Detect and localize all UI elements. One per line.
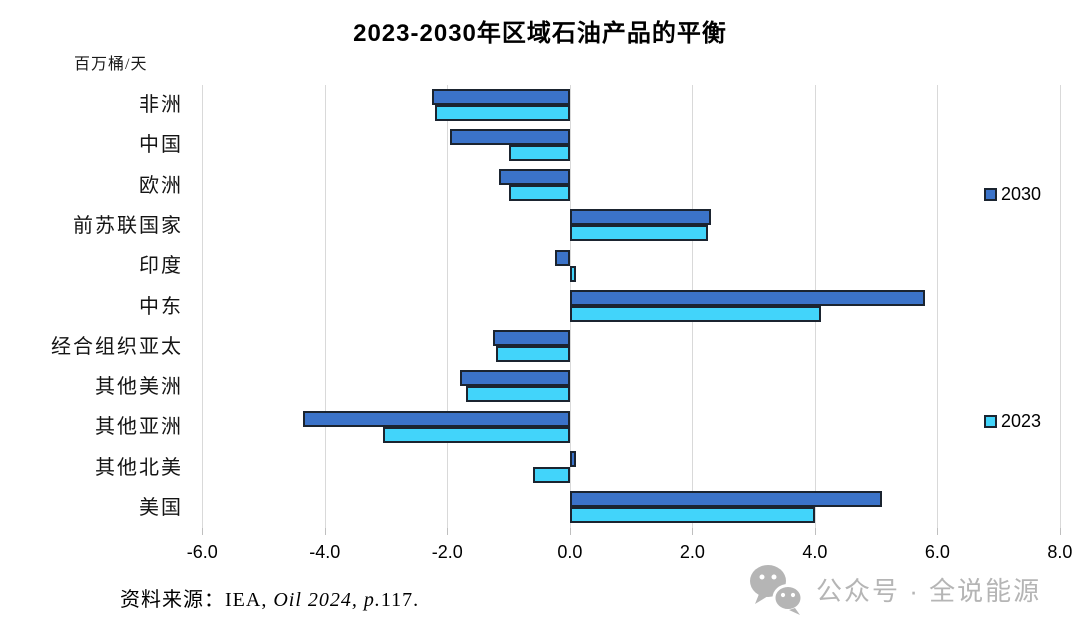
x-tick-label: -4.0	[309, 542, 341, 562]
bar-2023	[496, 346, 570, 363]
source-page: 117.	[380, 589, 420, 611]
gridline-x-4	[324, 85, 326, 528]
tickmark-x-2	[447, 528, 449, 535]
x-tick-label: 0.0	[557, 542, 583, 562]
category-label: 印度	[139, 255, 183, 278]
x-tick-label: -6.0	[186, 542, 218, 562]
legend-label-2030: 2030	[1001, 184, 1042, 204]
bar-2030	[569, 451, 576, 467]
category-label: 中国	[139, 134, 183, 157]
tickmark-x-6	[202, 528, 204, 535]
x-tick-label: 8.0	[1047, 542, 1073, 562]
bar-2023	[465, 386, 570, 403]
category-label: 非洲	[139, 94, 183, 117]
bar-2030	[432, 88, 570, 105]
tickmark-x8	[1059, 528, 1061, 535]
category-label: 其他亚洲	[95, 416, 183, 439]
tickmark-x6	[937, 528, 939, 535]
gridline-x6	[937, 85, 939, 528]
bar-2030	[450, 128, 570, 145]
axis-unit-label: 百万桶/天	[74, 56, 148, 73]
category-label: 前苏联国家	[73, 215, 183, 237]
legend-swatch-2030	[984, 188, 997, 201]
chart-title: 2023-2030年区域石油产品的平衡	[353, 20, 727, 47]
bar-2030	[569, 491, 883, 508]
category-label: 经合组织亚太	[51, 335, 183, 358]
bar-2023	[383, 426, 570, 443]
source-work: Oil 2024, p.	[273, 589, 381, 611]
gridline-x-6	[202, 85, 204, 528]
bar-2030	[569, 289, 926, 306]
bar-2023	[569, 507, 815, 524]
watermark: 公众号 · 全说能源	[746, 562, 1041, 616]
bar-2023	[569, 305, 822, 322]
bar-2030	[569, 209, 711, 226]
category-label: 欧洲	[139, 174, 183, 197]
bar-2030	[499, 169, 570, 185]
bar-2023	[508, 185, 570, 201]
legend-item-2030: 2030	[984, 184, 1041, 205]
category-label: 中东	[139, 295, 183, 318]
tickmark-x-4	[324, 528, 326, 535]
bar-2030	[303, 410, 570, 427]
source-prefix: 资料来源：	[120, 589, 225, 611]
bar-2023	[533, 467, 570, 483]
x-tick-label: 4.0	[802, 542, 828, 562]
tickmark-x0	[569, 528, 571, 535]
tickmark-x4	[814, 528, 816, 535]
x-tick-label: 6.0	[924, 542, 950, 562]
bar-2030	[554, 249, 570, 266]
tickmark-x2	[692, 528, 694, 535]
plot-area	[187, 85, 1063, 535]
category-label: 其他美洲	[95, 376, 183, 398]
source-note: 资料来源：IEA, Oil 2024, p.117.	[120, 583, 419, 612]
legend-swatch-2023	[984, 415, 997, 428]
source-agency: IEA,	[225, 589, 274, 611]
bar-2023	[435, 104, 570, 121]
watermark-text: 公众号 · 全说能源	[816, 575, 1042, 606]
x-tick-label: -2.0	[431, 542, 463, 562]
gridline-x-2	[447, 85, 449, 528]
bar-2023	[569, 225, 708, 242]
legend-item-2023: 2023	[984, 411, 1041, 432]
wechat-icon	[750, 565, 804, 615]
category-label: 其他北美	[95, 456, 183, 479]
category-label: 美国	[139, 496, 183, 519]
bar-2030	[459, 370, 570, 387]
bar-2023	[569, 265, 576, 282]
gridline-x8	[1059, 85, 1061, 528]
x-tick-label: 2.0	[679, 542, 705, 562]
legend-label-2023: 2023	[1001, 411, 1042, 431]
bar-2030	[493, 330, 570, 347]
bar-2023	[508, 144, 570, 161]
